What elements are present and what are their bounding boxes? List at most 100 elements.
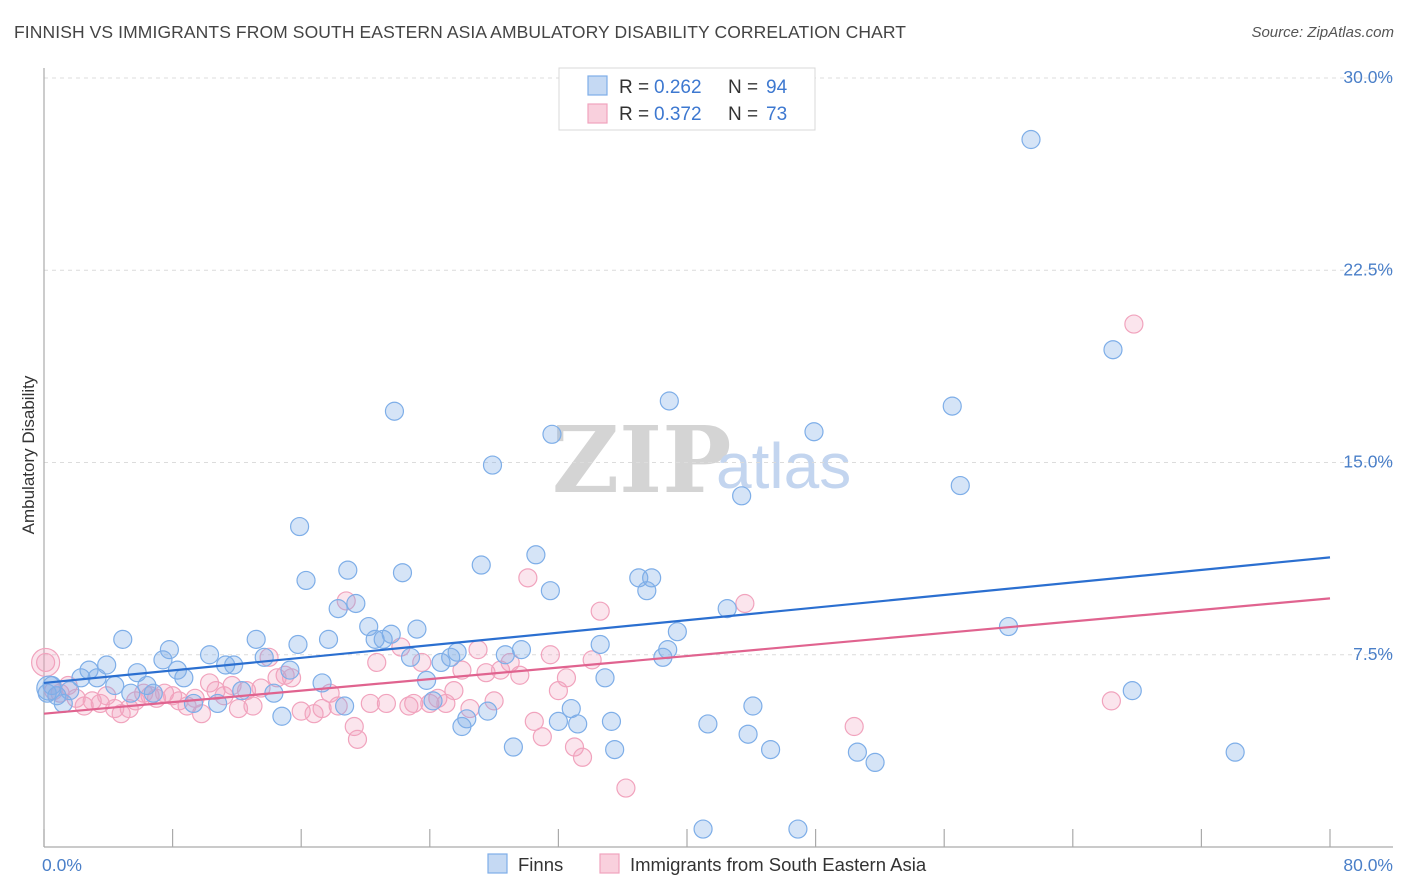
- finns-point: [318, 629, 339, 649]
- finns-point: [392, 563, 413, 583]
- immigrants-point: [524, 711, 544, 731]
- immigrants-point: [36, 652, 56, 673]
- finns-point: [540, 581, 560, 601]
- immigrants-point: [556, 668, 577, 688]
- finns-point: [865, 752, 885, 773]
- finns-point: [447, 642, 467, 662]
- data-points: [31, 129, 1245, 839]
- finns-point: [788, 819, 808, 839]
- bottom-legend-swatch-finns: [487, 853, 508, 874]
- legend-n-value-finns: 94: [766, 77, 788, 98]
- finns-point: [642, 568, 662, 588]
- bottom-legend-swatch-immigrants: [599, 853, 620, 874]
- tick-labels: 7.5% 15.0% 22.5% 30.0% 0.0% 80.0%: [42, 67, 1393, 875]
- finns-point: [400, 647, 421, 667]
- immigrants-point: [404, 693, 424, 714]
- legend-r-value-immigrants: 0.372: [654, 104, 702, 125]
- finns-point: [254, 647, 274, 667]
- finns-point: [105, 675, 125, 696]
- x-tick-label-max: 80.0%: [1343, 855, 1393, 875]
- finns-point: [548, 711, 569, 731]
- finns-point: [381, 624, 401, 644]
- immigrants-point: [1124, 314, 1144, 334]
- immigrants-point: [191, 704, 212, 724]
- immigrants-point: [616, 778, 636, 798]
- y-tick-label: 30.0%: [1343, 67, 1393, 87]
- finns-point: [478, 701, 498, 721]
- watermark-atlas: atlas: [716, 430, 851, 502]
- finns-point: [407, 619, 427, 639]
- finns-point: [511, 640, 532, 660]
- immigrants-point: [452, 660, 472, 680]
- immigrants-point: [66, 688, 86, 708]
- legend-r-label-immigrants: R =: [619, 104, 649, 125]
- finns-point: [1122, 681, 1142, 701]
- finns-point: [717, 599, 737, 619]
- finns-point: [159, 640, 179, 660]
- finns-point: [568, 714, 588, 734]
- grid: [44, 77, 1393, 656]
- finns-point: [732, 486, 752, 506]
- immigrants-point: [564, 737, 585, 757]
- finns-point: [384, 401, 405, 421]
- immigrants-point: [518, 568, 538, 588]
- watermark-zip: ZIP: [552, 406, 731, 514]
- chart-title: FINNISH VS IMMIGRANTS FROM SOUTH EASTERN…: [14, 22, 907, 42]
- immigrants-point: [490, 660, 511, 680]
- finns-point: [605, 739, 625, 760]
- immigrants-point: [510, 665, 530, 685]
- legend-swatch-finns: [587, 75, 608, 96]
- immigrants-point: [1101, 691, 1121, 711]
- immigrants-point: [376, 693, 396, 714]
- finns-point: [542, 424, 562, 444]
- finns-point: [272, 706, 292, 726]
- finns-point: [346, 593, 366, 614]
- finns-point: [1225, 742, 1245, 762]
- immigrants-point: [251, 678, 271, 698]
- immigrants-point: [31, 647, 61, 678]
- immigrants-point: [281, 668, 302, 688]
- finns-point: [36, 675, 62, 701]
- y-axis-label: Ambulatory Disability: [19, 375, 38, 534]
- y-tick-label: 15.0%: [1343, 452, 1393, 472]
- finns-point: [1021, 129, 1041, 150]
- y-tick-label: 7.5%: [1353, 644, 1393, 664]
- finns-point: [296, 570, 316, 591]
- finns-point: [526, 545, 546, 565]
- finns-point: [950, 475, 970, 496]
- correlation-legend: R = 0.262 N = 94 R = 0.372 N = 73: [558, 67, 816, 131]
- finns-point: [338, 560, 358, 580]
- bottom-legend-label-finns: Finns: [518, 854, 563, 875]
- immigrants-point: [367, 652, 387, 673]
- legend-n-value-immigrants: 73: [766, 104, 787, 125]
- finns-point: [457, 709, 477, 729]
- bottom-legend-label-immigrants: Immigrants from South Eastern Asia: [630, 854, 927, 875]
- finns-point: [738, 724, 758, 744]
- finns-point: [423, 691, 443, 711]
- immigrants-point: [328, 696, 348, 716]
- legend-r-value-finns: 0.262: [654, 77, 702, 98]
- finns-trend-line: [43, 556, 1331, 685]
- legend-r-label-finns: R =: [619, 77, 649, 98]
- finns-point: [495, 645, 515, 665]
- finns-point: [113, 629, 133, 649]
- y-tick-label: 22.5%: [1343, 259, 1393, 279]
- immigrants-point: [119, 698, 139, 719]
- finns-point: [595, 668, 615, 688]
- finns-point: [143, 683, 163, 703]
- finns-point: [760, 739, 781, 760]
- immigrants-point: [347, 729, 368, 749]
- immigrants-point: [444, 681, 464, 701]
- immigrants-point: [540, 645, 560, 665]
- legend-n-label-finns: N =: [728, 77, 758, 98]
- immigrants-point: [735, 593, 755, 614]
- immigrants-point: [222, 675, 242, 696]
- trend-lines: [43, 556, 1331, 715]
- immigrants-point: [312, 698, 332, 719]
- immigrants-point: [532, 727, 552, 747]
- finns-point: [431, 652, 451, 673]
- axes: [43, 68, 1393, 848]
- immigrants-point: [360, 693, 380, 714]
- immigrants-point: [484, 691, 504, 711]
